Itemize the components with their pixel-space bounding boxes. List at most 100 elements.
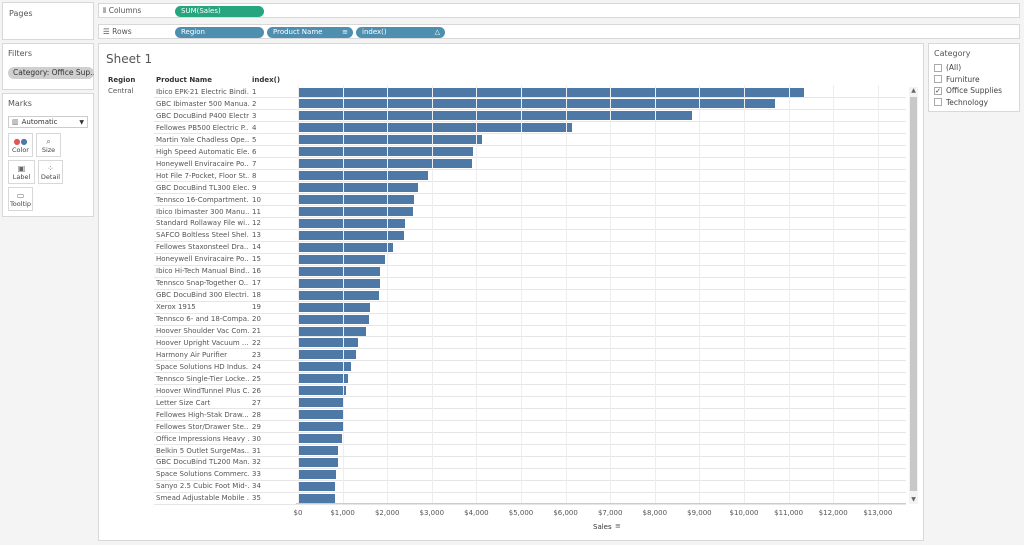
product-name-label[interactable]: GBC DocuBind 300 Electri... [156,291,249,300]
product-name-label[interactable]: Tennsco Single-Tier Locke... [156,374,249,383]
product-name-label[interactable]: SAFCO Boltless Steel Shel... [156,231,249,240]
product-name-label[interactable]: Tennsco 6- and 18-Compa... [156,315,249,324]
sales-bar[interactable] [298,99,775,109]
sales-bar[interactable] [298,302,371,312]
product-name-label[interactable]: Martin Yale Chadless Ope... [156,135,249,144]
product-name-label[interactable]: GBC DocuBind TL200 Man... [156,458,249,467]
checkbox-icon[interactable] [934,98,942,107]
sales-bar[interactable] [298,362,352,372]
sales-bar[interactable] [298,434,343,444]
sales-bar[interactable] [298,207,414,216]
tooltip-button[interactable]: ▭ Tooltip [8,187,33,211]
pages-card[interactable]: Pages [2,2,94,40]
sales-bar[interactable] [298,135,483,145]
sales-bar[interactable] [298,410,345,420]
x-axis-title[interactable]: Sales [593,523,612,531]
sort-icon[interactable]: ≡ [615,522,621,530]
category-option-technology[interactable]: Technology [934,97,1014,109]
size-button[interactable]: ⌕ Size [36,133,61,157]
index-pill[interactable]: index() △ [356,27,445,38]
product-name-label[interactable]: GBC DocuBind TL300 Elec... [156,183,249,192]
product-name-label[interactable]: Fellowes Staxonsteel Dra... [156,243,249,252]
category-filter-pill[interactable]: Category: Office Sup... [8,67,94,79]
sales-bar[interactable] [298,326,366,336]
sales-bar[interactable] [298,123,573,133]
sum-sales-pill[interactable]: SUM(Sales) [175,6,264,17]
product-name-label[interactable]: Sanyo 2.5 Cubic Foot Mid-... [156,482,249,491]
region-pill[interactable]: Region [175,27,264,38]
product-name-label[interactable]: Hoover Shoulder Vac Com... [156,327,249,335]
sales-bar[interactable] [298,242,394,252]
sales-bar[interactable] [298,314,370,324]
product-name-label[interactable]: Space Solutions Commerc... [156,470,249,479]
product-name-label[interactable]: Ibico Ibimaster 300 Manu... [156,207,249,216]
sales-bar[interactable] [298,469,337,479]
product-name-label[interactable]: Fellowes PB500 Electric P... [156,123,249,132]
product-name-label[interactable]: High Speed Automatic Ele... [156,147,249,156]
product-name-label[interactable]: Harmony Air Purifier [156,350,228,359]
product-name-label[interactable]: Hot File 7-Pocket, Floor St... [156,171,249,180]
product-name-label[interactable]: Belkin 5 Outlet SurgeMas... [156,446,249,455]
vertical-scrollbar[interactable]: ▲ ▼ [909,87,918,504]
sales-bar[interactable] [298,446,339,455]
product-name-label[interactable]: Hoover WindTunnel Plus C... [156,386,249,395]
product-name-label[interactable]: Honeywell Enviracaire Po... [156,159,249,168]
product-name-label[interactable]: Ibico Hi-Tech Manual Bind... [156,267,249,276]
index-header[interactable]: index() [252,76,281,84]
sales-bar[interactable] [298,111,692,121]
sales-bar[interactable] [298,183,418,193]
rows-shelf[interactable]: ☰ Rows Region Product Name ≡ index() △ [98,24,1020,39]
detail-button[interactable]: ⁘ Detail [38,160,63,184]
scrollbar-thumb[interactable] [910,97,917,491]
color-button[interactable]: ●● Color [8,133,33,157]
product-name-label[interactable]: Office Impressions Heavy ... [156,434,249,443]
product-name-label[interactable]: Fellowes Stor/Drawer Ste... [156,422,249,431]
sales-bar[interactable] [298,195,414,205]
sales-bar[interactable] [298,159,472,169]
sales-bar[interactable] [298,254,385,264]
sales-bar[interactable] [298,147,473,157]
checkbox-icon[interactable] [934,63,942,72]
product-name-header[interactable]: Product Name [156,76,212,84]
product-name-label[interactable]: GBC Ibimaster 500 Manua... [156,99,249,108]
product-name-label[interactable]: Ibico EPK-21 Electric Bindi... [156,88,249,96]
sales-bar[interactable] [298,481,336,491]
product-name-label[interactable]: Honeywell Enviracaire Po... [156,255,249,264]
product-name-label[interactable]: Hoover Upright Vacuum ... [156,338,249,347]
sales-bar[interactable] [298,266,381,276]
sales-bar[interactable] [298,374,349,384]
scroll-down-arrow-icon[interactable]: ▼ [911,496,916,503]
sales-bar[interactable] [298,278,380,288]
product-name-label[interactable]: Smead Adjustable Mobile ... [156,494,249,503]
sales-bar[interactable] [298,290,379,300]
sales-bar[interactable] [298,171,429,181]
product-name-label[interactable]: Letter Size Cart [156,398,211,407]
scroll-up-arrow-icon[interactable]: ▲ [911,87,916,94]
sales-bar[interactable] [298,457,339,467]
sales-bar[interactable] [298,422,343,432]
region-header[interactable]: Region [108,76,136,84]
sales-bar[interactable] [298,350,357,360]
category-option-all[interactable]: (All) [934,62,1014,74]
product-name-label[interactable]: Xerox 1915 [156,303,196,312]
product-name-label[interactable]: GBC DocuBind P400 Electr... [156,111,249,120]
product-name-label[interactable]: Space Solutions HD Indus... [156,362,249,371]
columns-shelf[interactable]: ⦀ Columns SUM(Sales) [98,3,1020,18]
checkbox-icon[interactable] [934,75,942,84]
mark-type-dropdown[interactable]: ▥ Automatic ▼ [8,116,88,128]
checkbox-checked-icon[interactable]: ✓ [934,86,942,95]
label-button[interactable]: ▣ Label [8,160,35,184]
sales-bar[interactable] [298,230,404,240]
product-name-label[interactable]: Tennsco Snap-Together O... [156,279,249,288]
product-name-label[interactable]: Standard Rollaway File wi... [156,219,249,228]
category-option-furniture[interactable]: Furniture [934,74,1014,86]
product-name-label[interactable]: Fellowes High-Stak Draw... [156,410,249,419]
product-name-pill[interactable]: Product Name ≡ [267,27,353,38]
sales-bar[interactable] [298,338,358,348]
sales-bar[interactable] [298,493,336,503]
sales-bar[interactable] [298,218,405,228]
sales-bar[interactable] [298,398,345,408]
category-option-office-supplies[interactable]: ✓ Office Supplies [934,85,1014,97]
sales-bar[interactable] [298,386,347,396]
product-name-label[interactable]: Tennsco 16-Compartment... [156,195,249,204]
